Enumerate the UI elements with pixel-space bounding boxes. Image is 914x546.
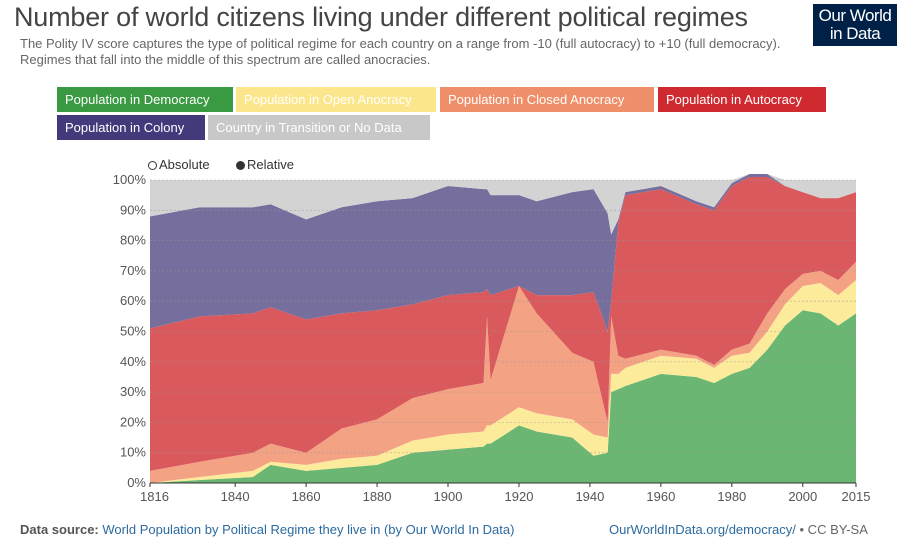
- area-series-3[interactable]: [150, 176, 856, 471]
- radio-selected-icon: [236, 161, 245, 170]
- y-tick-label: 40%: [120, 354, 146, 369]
- x-tick-label: 2000: [788, 489, 817, 504]
- y-tick-label: 80%: [120, 233, 146, 248]
- y-tick-label: 30%: [120, 384, 146, 399]
- chart-subtitle: The Polity IV score captures the type of…: [20, 36, 781, 67]
- toggle-relative-label: Relative: [247, 157, 294, 172]
- chart-title: Number of world citizens living under di…: [14, 2, 748, 32]
- logo-line-1: Our World: [818, 6, 892, 25]
- x-tick-label: 1860: [292, 489, 321, 504]
- y-tick-label: 90%: [120, 202, 146, 217]
- y-tick-label: 0%: [127, 475, 146, 490]
- data-source-link[interactable]: World Population by Political Regime the…: [102, 522, 515, 537]
- legend-open-anocracy[interactable]: Population in Open Anocracy: [236, 87, 436, 112]
- x-tick-label: 1980: [717, 489, 746, 504]
- area-series-2[interactable]: [150, 261, 856, 483]
- chart-areas: [150, 173, 856, 483]
- x-tick-label: 1840: [221, 489, 250, 504]
- x-tick-label: 1940: [575, 489, 604, 504]
- y-tick-label: 70%: [120, 263, 146, 278]
- x-tick-label: 1880: [363, 489, 392, 504]
- x-tick-label: 1816: [140, 489, 169, 504]
- x-tick-label: 1920: [505, 489, 534, 504]
- legend-no-data[interactable]: Country in Transition or No Data: [208, 115, 430, 140]
- data-source: Data source: World Population by Politic…: [20, 522, 514, 537]
- y-tick-label: 60%: [120, 293, 146, 308]
- chart-gridlines: [150, 179, 856, 454]
- radio-unselected-icon: [148, 161, 157, 170]
- legend-democracy[interactable]: Population in Democracy: [57, 87, 233, 112]
- x-tick-label: 2015: [842, 489, 871, 504]
- owid-democracy-link[interactable]: OurWorldInData.org/democracy/: [609, 522, 796, 537]
- area-series-1[interactable]: [150, 279, 856, 483]
- area-series-5[interactable]: [150, 173, 856, 235]
- toggle-absolute[interactable]: Absolute: [148, 157, 210, 172]
- y-tick-label: 100%: [113, 172, 147, 187]
- data-source-label: Data source:: [20, 522, 99, 537]
- x-axis: 1816 1840 1860 1880 1900 1920 1940 1960 1980 2000…: [140, 483, 870, 504]
- x-tick-label: 1900: [434, 489, 463, 504]
- toggle-relative[interactable]: Relative: [236, 157, 294, 172]
- legend-closed-anocracy[interactable]: Population in Closed Anocracy: [440, 87, 654, 112]
- y-tick-label: 10%: [120, 445, 146, 460]
- license-text: • CC BY-SA: [799, 522, 868, 537]
- area-series-0[interactable]: [150, 310, 856, 483]
- y-axis: 0% 10% 20% 30% 40% 50% 60% 70% 80% 90% 100%: [113, 172, 856, 490]
- y-tick-label: 20%: [120, 414, 146, 429]
- footer-right: OurWorldInData.org/democracy/ • CC BY-SA: [609, 522, 868, 537]
- area-series-4[interactable]: [150, 173, 856, 332]
- x-tick-label: 1960: [646, 489, 675, 504]
- logo-line-2: in Data: [829, 24, 881, 43]
- toggle-absolute-label: Absolute: [159, 157, 210, 172]
- y-tick-label: 50%: [120, 324, 146, 339]
- legend-colony[interactable]: Population in Colony: [57, 115, 205, 140]
- legend-autocracy[interactable]: Population in Autocracy: [658, 87, 826, 112]
- owid-logo[interactable]: Our World in Data: [813, 4, 897, 46]
